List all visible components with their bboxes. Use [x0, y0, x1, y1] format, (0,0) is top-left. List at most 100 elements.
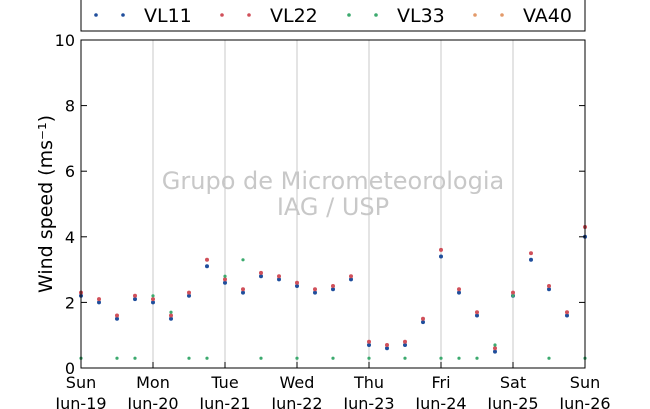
x-tick-label-day: Sat: [500, 373, 526, 392]
x-tick-label-date: Jun-20: [126, 394, 178, 409]
y-tick-label: 0: [65, 359, 75, 378]
point-vl22: [313, 287, 317, 292]
point-vl33: [457, 356, 461, 360]
point-vl33: [403, 356, 407, 360]
point-vl22: [529, 251, 533, 256]
plot-area: [81, 40, 585, 368]
legend-marker-vl11: [94, 13, 98, 17]
legend-marker-vl33: [347, 13, 351, 17]
point-vl22: [223, 277, 227, 282]
legend: VL11 VL22 VL33 VA40: [80, 0, 586, 32]
point-vl11: [97, 300, 101, 305]
x-tick-label-date: Jun-26: [558, 394, 610, 409]
point-vl22: [295, 280, 299, 285]
y-tick-label: 2: [65, 293, 75, 312]
x-tick-label-day: Mon: [136, 373, 170, 392]
point-vl22: [259, 270, 263, 275]
point-vl33: [115, 356, 119, 360]
x-tick-label-date: Jun-19: [54, 394, 106, 409]
point-vl22: [565, 310, 569, 315]
point-vl11: [493, 349, 497, 354]
point-vl11: [295, 284, 299, 288]
point-vl11: [385, 346, 389, 351]
point-vl22: [385, 343, 389, 347]
point-vl22: [187, 290, 191, 295]
point-vl22: [457, 287, 461, 292]
y-axis-label: Wind speed (ms⁻¹): [35, 115, 57, 293]
x-tick-label-date: Jun-24: [414, 394, 466, 409]
point-vl22: [277, 274, 281, 279]
point-vl11: [277, 277, 281, 282]
x-tick-label-day: Sun: [66, 373, 96, 392]
legend-marker-vl22: [220, 13, 224, 17]
point-vl33: [259, 356, 263, 360]
x-tick-label-date: Jun-23: [342, 394, 394, 409]
watermark-line-2: IAG / USP: [277, 193, 389, 221]
point-vl22: [403, 339, 407, 344]
point-vl22: [133, 293, 137, 298]
point-vl22: [511, 290, 515, 295]
legend-label-va40: VA40: [523, 5, 572, 27]
point-vl11: [421, 320, 425, 325]
watermark-line-1: Grupo de Micrometeorologia: [162, 167, 504, 195]
point-vl11: [169, 316, 173, 321]
legend-marker-va40: [500, 13, 504, 17]
point-vl11: [331, 287, 335, 292]
point-vl11: [475, 313, 479, 318]
y-tick-label: 4: [65, 228, 75, 247]
x-tick-label-date: Jun-22: [270, 394, 322, 409]
point-vl22: [349, 274, 353, 279]
point-vl33: [205, 356, 209, 360]
point-vl11: [259, 274, 263, 279]
point-vl22: [331, 284, 335, 288]
point-vl33: [493, 343, 497, 347]
y-tick-label: 10: [55, 31, 75, 50]
y-tick-label: 6: [65, 162, 75, 181]
point-vl11: [457, 290, 461, 295]
point-vl11: [349, 277, 353, 282]
point-vl33: [367, 356, 371, 360]
point-vl11: [205, 264, 209, 269]
point-vl33: [133, 356, 137, 360]
point-vl11: [115, 316, 119, 321]
point-vl33: [547, 356, 551, 360]
point-vl11: [439, 254, 443, 259]
point-vl33: [241, 258, 245, 262]
point-vl22: [475, 310, 479, 315]
x-tick-label-day: Wed: [280, 373, 315, 392]
point-vl11: [133, 297, 137, 302]
x-tick-label-day: Tue: [210, 373, 238, 392]
point-vl22: [115, 313, 119, 318]
point-vl11: [547, 287, 551, 292]
point-vl11: [241, 290, 245, 295]
point-vl22: [169, 313, 173, 318]
point-vl11: [151, 300, 155, 305]
point-vl33: [511, 294, 515, 298]
point-vl22: [421, 316, 425, 321]
plot-frame: [80, 39, 586, 369]
point-vl22: [493, 346, 497, 351]
point-vl22: [439, 247, 443, 252]
point-vl11: [313, 290, 317, 295]
point-vl11: [223, 280, 227, 285]
point-vl33: [331, 356, 335, 360]
point-vl33: [169, 310, 173, 314]
point-vl22: [241, 287, 245, 292]
x-tick-label-date: Jun-21: [198, 394, 250, 409]
point-vl33: [151, 294, 155, 298]
x-tick-label-day: Fri: [431, 373, 450, 392]
point-vl33: [439, 356, 443, 360]
point-vl11: [565, 313, 569, 318]
point-vl22: [97, 297, 101, 302]
legend-marker-vl33: [374, 13, 378, 17]
point-vl33: [187, 356, 191, 360]
point-vl11: [403, 343, 407, 347]
point-vl33: [295, 356, 299, 360]
legend-marker-vl22: [247, 13, 251, 17]
point-vl22: [367, 339, 371, 344]
y-tick-label: 8: [65, 97, 75, 116]
legend-label-vl22: VL22: [270, 5, 318, 27]
point-vl11: [187, 293, 191, 298]
x-tick-label-day: Sun: [570, 373, 600, 392]
